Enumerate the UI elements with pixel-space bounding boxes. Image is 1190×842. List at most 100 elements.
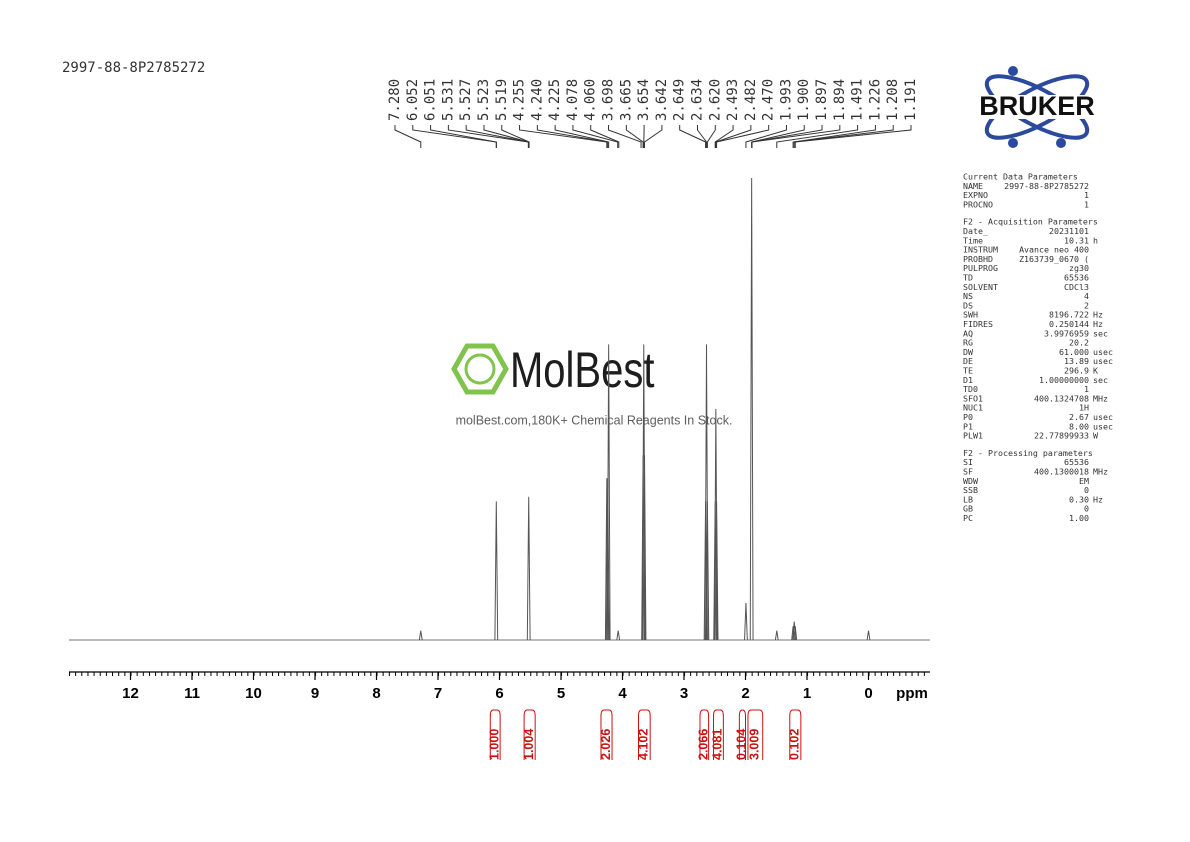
peak-label-connector <box>572 125 619 148</box>
peak <box>418 630 423 641</box>
parameter-key: INSTRUM <box>963 245 998 255</box>
parameter-value: zg30 <box>1069 263 1089 273</box>
x-tick-label: 7 <box>434 685 442 702</box>
parameter-value: 4 <box>1084 291 1089 301</box>
peak-label: 4.225 <box>547 79 563 121</box>
parameter-unit: Hz <box>1093 310 1103 320</box>
peak <box>793 626 798 641</box>
parameter-key: AQ <box>963 328 973 338</box>
peak-label: 1.226 <box>867 79 883 121</box>
parameter-value: 2.67 <box>1069 412 1089 422</box>
peak-label: 2.470 <box>761 79 777 121</box>
peak-label-connector <box>590 125 620 148</box>
parameter-value: 22.77899933 <box>1034 431 1089 441</box>
x-tick-label: 8 <box>372 685 380 702</box>
parameter-key: TD0 <box>963 384 978 394</box>
peak-label: 1.894 <box>832 79 848 121</box>
parameter-key: TD <box>963 273 973 283</box>
peak-label-connector <box>793 125 894 148</box>
peak-label: 2.634 <box>689 79 705 121</box>
peak-label: 1.491 <box>850 79 866 121</box>
bruker-text: BRUKER <box>979 91 1095 121</box>
integral-label: 1.000 <box>487 729 501 760</box>
integral-bracket <box>600 709 613 760</box>
peak-label: 6.052 <box>405 79 421 121</box>
parameter-key: SF <box>963 467 973 477</box>
x-tick-label: 2 <box>741 685 749 702</box>
peak <box>494 501 499 641</box>
peak-label: 4.078 <box>565 79 581 121</box>
parameter-key: LB <box>963 494 973 504</box>
x-axis-label: ppm <box>896 685 928 702</box>
parameter-key: PROBHD <box>963 254 993 264</box>
parameter-key: FIDRES <box>963 319 993 329</box>
parameter-value: 20.2 <box>1069 338 1089 348</box>
peak-label-connector <box>625 125 644 148</box>
integral-bracket <box>713 709 724 760</box>
parameter-group-title: F2 - Acquisition Parameters <box>963 217 1098 227</box>
bruker-logo: BRUKER <box>958 66 1116 148</box>
peak-label: 1.191 <box>903 79 919 121</box>
parameter-value: 2997-88-8P2785272 <box>1004 181 1089 191</box>
parameter-value: 20231101 <box>1049 226 1089 236</box>
parameter-key: PC <box>963 513 973 523</box>
parameter-value: 1 <box>1084 199 1089 209</box>
parameter-key: NUC1 <box>963 403 983 413</box>
parameter-unit: usec <box>1093 347 1113 357</box>
parameter-value: 3.9976959 <box>1044 328 1089 338</box>
integral-bracket <box>747 709 764 760</box>
parameter-key: DW <box>963 347 973 357</box>
parameter-value: 61.000 <box>1059 347 1089 357</box>
parameter-unit: sec <box>1093 328 1108 338</box>
parameter-key: SSB <box>963 485 978 495</box>
parameter-value: 65536 <box>1064 457 1089 467</box>
parameter-value: 0.30 <box>1069 494 1089 504</box>
peak-label: 7.280 <box>387 79 403 121</box>
integral-label: 1.004 <box>522 729 536 760</box>
peak-label: 2.493 <box>725 79 741 121</box>
parameter-unit: MHz <box>1093 393 1108 403</box>
peak <box>792 621 797 641</box>
x-tick-label: 10 <box>245 685 262 702</box>
parameter-key: SWH <box>963 310 978 320</box>
parameter-value: EM <box>1079 476 1089 486</box>
parameter-key: DE <box>963 356 973 366</box>
watermark-slogan: molBest.com,180K+ Chemical Reagents In S… <box>456 413 733 427</box>
peak <box>526 496 531 641</box>
integral-label: 4.081 <box>711 729 725 760</box>
parameter-key: P1 <box>963 421 973 431</box>
peak-label: 1.900 <box>796 79 812 121</box>
peak-label: 2.649 <box>672 79 688 121</box>
parameter-unit: usec <box>1093 412 1113 422</box>
peak-label-connector <box>706 125 716 148</box>
sample-id: 2997-88-8P2785272 <box>62 60 205 76</box>
x-tick-label: 5 <box>557 685 565 702</box>
peak-label-connector <box>519 125 608 148</box>
peak <box>705 501 710 641</box>
integral-label: 0.104 <box>735 729 749 760</box>
parameter-key: WDW <box>963 476 978 486</box>
peak-label-connector <box>679 125 707 148</box>
parameter-key: SI <box>963 457 973 467</box>
x-tick-label: 3 <box>680 685 688 702</box>
peak <box>606 344 611 641</box>
parameter-value: 1.00 <box>1069 513 1089 523</box>
x-tick-label: 1 <box>803 685 811 702</box>
peak-label-connector <box>716 125 770 148</box>
peak-label: 5.531 <box>440 79 456 121</box>
integral-bracket <box>738 709 746 760</box>
peak-label-connector <box>394 125 422 148</box>
parameter-unit: Hz <box>1093 319 1103 329</box>
parameter-value: CDCl3 <box>1064 282 1089 292</box>
peak <box>744 603 748 641</box>
parameter-value: 1 <box>1084 384 1089 394</box>
parameter-value: 1 <box>1084 190 1089 200</box>
parameter-key: SFO1 <box>963 393 983 403</box>
parameter-value: 0.250144 <box>1049 319 1089 329</box>
parameter-value: 400.1300018 <box>1034 467 1089 477</box>
peak-label: 1.897 <box>814 79 830 121</box>
x-tick-label: 6 <box>495 685 503 702</box>
peak-label: 2.620 <box>707 79 723 121</box>
peak-label-connector <box>751 125 841 148</box>
